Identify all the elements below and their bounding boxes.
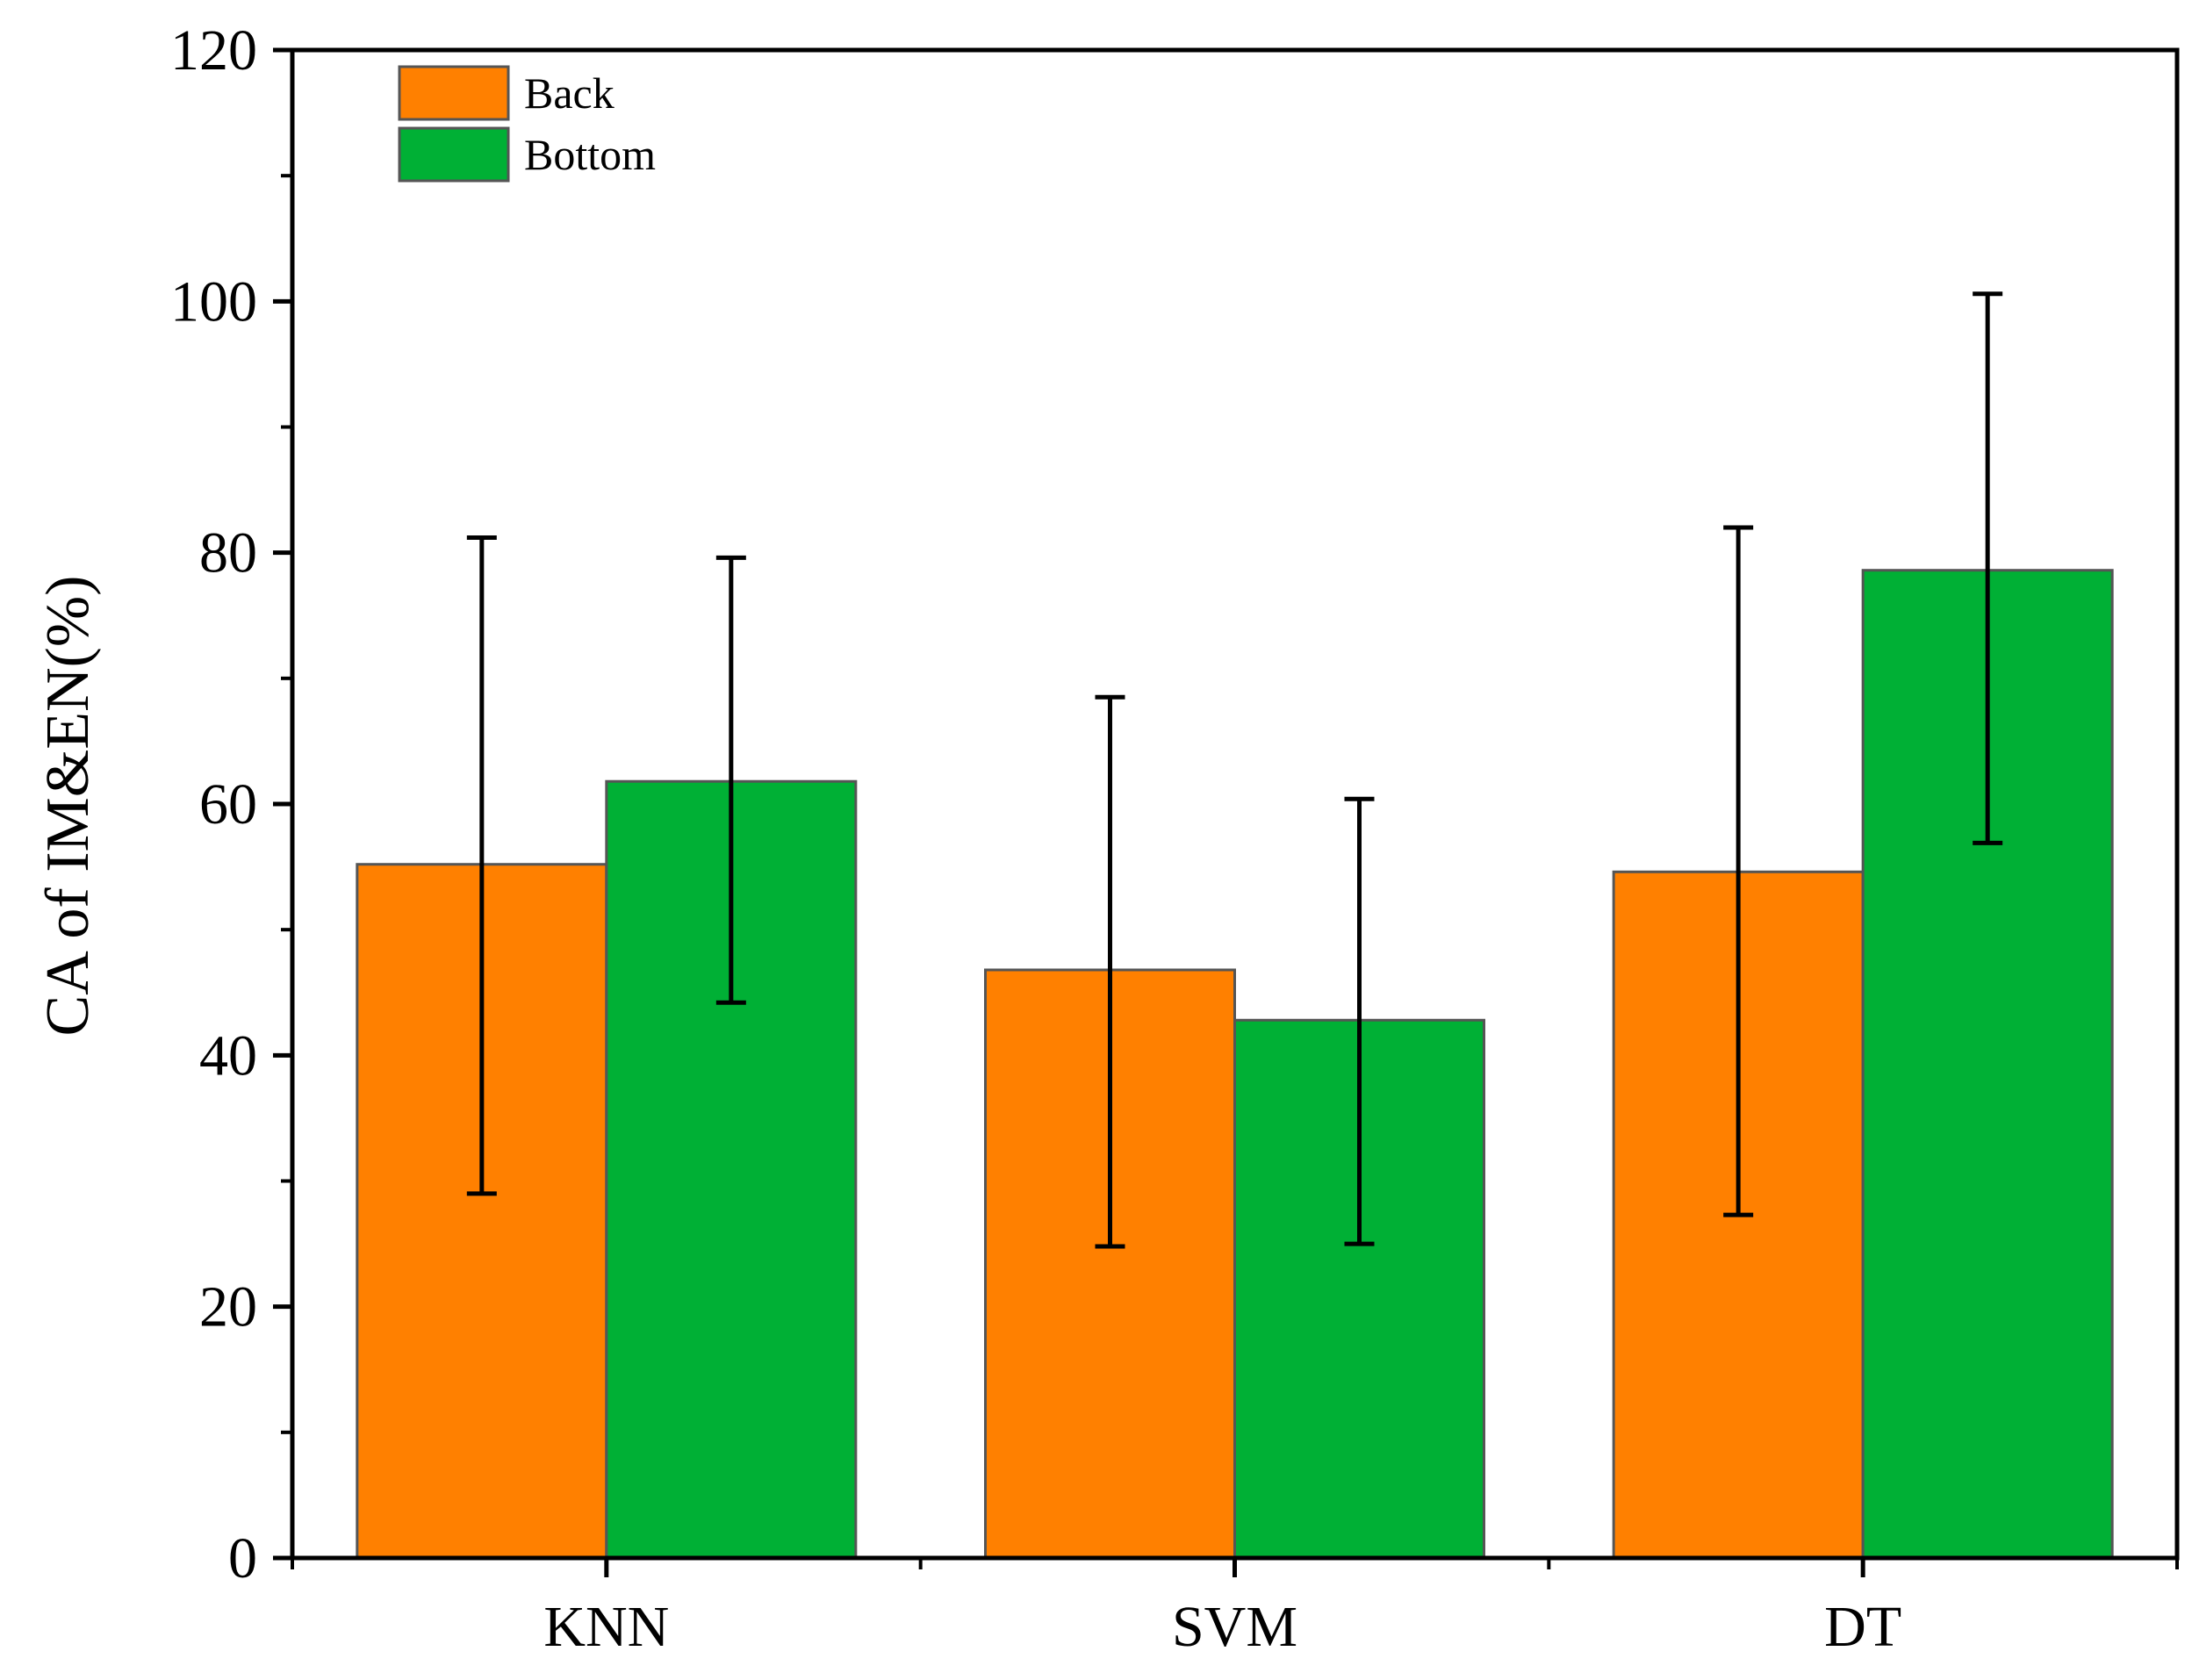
legend-swatch [398, 126, 510, 183]
error-bar-dt-back [1723, 525, 1754, 1217]
y-axis-title: CA of IM&EN(%) [34, 576, 102, 1037]
x-tick-label-svm: SVM [1172, 1595, 1297, 1659]
error-bars-layer [466, 291, 2003, 1249]
error-bar-svm-back [1095, 694, 1125, 1249]
y-tick-label: 20 [199, 1275, 257, 1339]
legend-label: Bottom [524, 130, 656, 179]
legend-swatch [398, 65, 510, 121]
x-tick-label-knn: KNN [543, 1595, 669, 1659]
y-tick-label: 80 [199, 521, 257, 585]
axes-layer: 0 20 40 60 80 100 120 KNN SVM DT [170, 18, 2180, 1659]
error-bar-knn-bottom [715, 555, 746, 1005]
y-tick-label: 120 [170, 18, 257, 83]
error-bar-dt-bottom [1973, 291, 2003, 845]
y-tick-label: 0 [228, 1526, 257, 1590]
y-tick-label: 100 [170, 269, 257, 334]
legend-label: Back [524, 68, 614, 118]
error-bar-knn-back [466, 535, 497, 1196]
legend-item-bottom: Bottom [398, 126, 656, 183]
bars-layer [356, 569, 2114, 1560]
y-tick-label: 60 [199, 772, 257, 836]
x-tick-label-dt: DT [1824, 1595, 1901, 1659]
legend: Back Bottom [398, 65, 656, 183]
y-axis-title-group: CA of IM&EN(%) [34, 576, 102, 1037]
legend-item-back: Back [398, 65, 614, 121]
error-bar-svm-bottom [1344, 796, 1375, 1246]
y-tick-label: 40 [199, 1023, 257, 1088]
